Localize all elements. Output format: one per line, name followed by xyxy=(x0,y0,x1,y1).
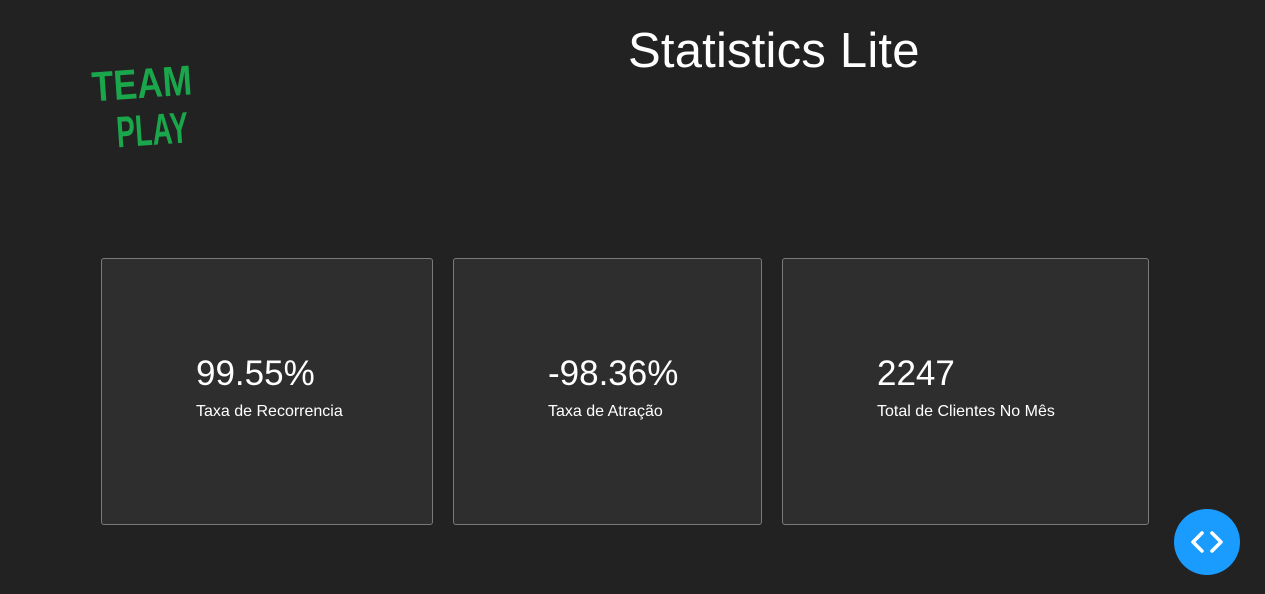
stat-card-recurrence: 99.55% Taxa de Recorrencia xyxy=(101,258,433,525)
stat-value: 99.55% xyxy=(196,354,315,393)
page-title: Statistics Lite xyxy=(628,24,920,78)
code-toggle-button[interactable] xyxy=(1174,509,1240,575)
stat-label: Taxa de Recorrencia xyxy=(196,403,343,420)
logo-line-play: PLAY xyxy=(115,103,190,155)
stat-value: 2247 xyxy=(877,354,955,393)
code-brackets-icon xyxy=(1191,531,1223,553)
team-play-logo: TEAM PLAY xyxy=(90,55,200,155)
stat-card-total-clients: 2247 Total de Clientes No Mês xyxy=(782,258,1149,525)
stat-card-attraction: -98.36% Taxa de Atração xyxy=(453,258,762,525)
stat-value: -98.36% xyxy=(548,354,679,393)
stat-label: Total de Clientes No Mês xyxy=(877,403,1055,420)
logo-line-team: TEAM xyxy=(90,56,193,110)
stat-label: Taxa de Atração xyxy=(548,403,663,420)
